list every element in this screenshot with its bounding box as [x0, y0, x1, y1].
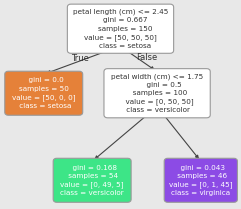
FancyBboxPatch shape: [5, 71, 83, 115]
Text: True: True: [71, 54, 89, 63]
Text: False: False: [136, 53, 157, 62]
FancyBboxPatch shape: [67, 4, 174, 53]
Text: petal length (cm) <= 2.45
    gini = 0.667
    samples = 150
value = [50, 50, 50: petal length (cm) <= 2.45 gini = 0.667 s…: [73, 9, 168, 49]
Text: gini = 0.043
 samples = 46
value = [0, 1, 45]
class = virginica: gini = 0.043 samples = 46 value = [0, 1,…: [169, 164, 233, 196]
FancyBboxPatch shape: [53, 158, 131, 202]
FancyBboxPatch shape: [104, 69, 210, 118]
Text: gini = 0.168
 samples = 54
value = [0, 49, 5]
class = versicolor: gini = 0.168 samples = 54 value = [0, 49…: [60, 164, 124, 196]
Text: gini = 0.0
samples = 50
value = [50, 0, 0]
 class = setosa: gini = 0.0 samples = 50 value = [50, 0, …: [12, 78, 75, 109]
FancyBboxPatch shape: [164, 158, 237, 202]
Text: petal width (cm) <= 1.75
      gini = 0.5
   samples = 100
  value = [0, 50, 50]: petal width (cm) <= 1.75 gini = 0.5 samp…: [111, 73, 203, 113]
